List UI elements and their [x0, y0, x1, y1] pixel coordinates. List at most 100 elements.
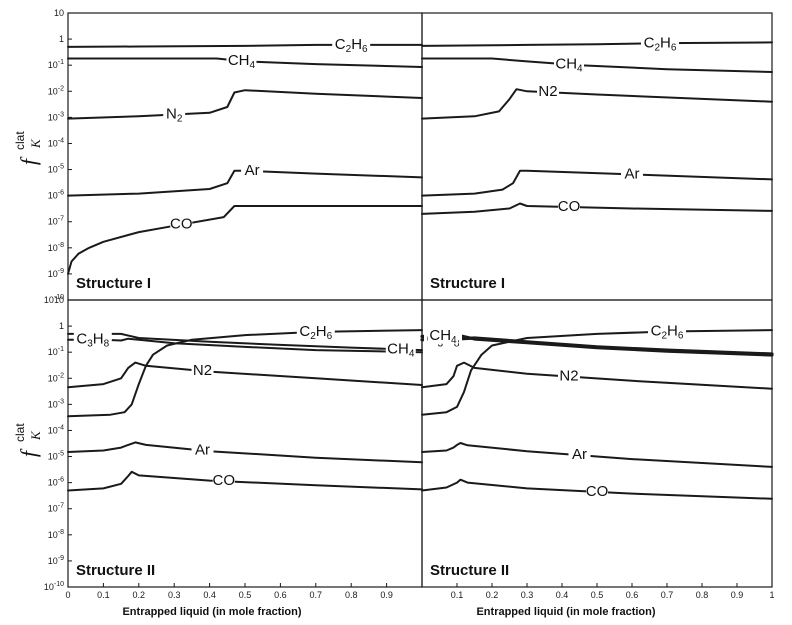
- series-label-bg: [73, 331, 112, 348]
- x-tick-label: 0.8: [345, 590, 358, 600]
- series-label-n2: N2: [538, 83, 557, 100]
- series-label-n2: N2: [559, 367, 578, 384]
- series-label-bg: [296, 323, 335, 340]
- x-tick-label: 0.3: [168, 590, 181, 600]
- series-label-c2h6: C2H6: [299, 323, 332, 342]
- series-label-c3h8: C3H8: [76, 331, 109, 350]
- x-tick-label: 0.2: [486, 590, 499, 600]
- x-tick-label: 0.5: [239, 590, 252, 600]
- y-tick-label: 10-3: [48, 398, 64, 409]
- x-tick-label: 0.5: [591, 590, 604, 600]
- y-tick-label: 10-7: [48, 216, 64, 227]
- series-label-ch4: CH4: [555, 55, 583, 74]
- y-tick-label: 10-10: [44, 294, 64, 305]
- x-tick-label: 0.6: [274, 590, 287, 600]
- series-line-n2: [421, 361, 773, 390]
- x-tick-label: 0.9: [380, 590, 393, 600]
- series-line-c2h6: [421, 41, 773, 47]
- y-label-clat: clat: [13, 423, 27, 442]
- x-tick-label: 0.7: [661, 590, 674, 600]
- series-line-n2: [67, 361, 423, 389]
- series-label-c2h6: C2H6: [651, 322, 684, 341]
- y-tick-label: 10-2: [48, 85, 64, 96]
- series-line-ar: [67, 169, 423, 197]
- x-axis-label-left: Entrapped liquid (in mole fraction): [122, 606, 301, 618]
- panel-title: Structure I: [430, 275, 505, 292]
- y-tick-label: 10: [54, 295, 64, 305]
- series-label-bg: [191, 442, 214, 459]
- y-label-k: K: [28, 138, 43, 149]
- series-label-ar: Ar: [625, 165, 640, 182]
- series-line-n2: [67, 89, 423, 120]
- series-line-ch4: [67, 332, 423, 352]
- y-tick-label: 10-4: [48, 424, 64, 435]
- y-label-clat: clat: [13, 131, 27, 150]
- y-tick-label: 10-9: [48, 268, 64, 279]
- series-line-ch4: [421, 57, 773, 73]
- series-line-c2h6: [421, 329, 773, 416]
- series-label-ch4: CH4: [387, 340, 415, 359]
- y-tick-label: 10: [54, 8, 64, 18]
- x-tick-label: 0.4: [556, 590, 569, 600]
- y-tick-label: 10-1: [48, 59, 64, 70]
- y-tick-label: 10-4: [48, 137, 64, 148]
- y-axis: 10 1 10-1 10-2 10-3 10-4 10-5 10-6 10-7 10-8 10-9 1…: [44, 8, 72, 592]
- y-tick-label: 10-10: [44, 581, 64, 592]
- x-tick-label: 0.7: [310, 590, 323, 600]
- y-tick-label: 1: [59, 321, 64, 331]
- y-label-k: K: [28, 430, 43, 441]
- panel-frame: [421, 299, 773, 588]
- y-tick-label: 10-1: [48, 346, 64, 357]
- x-tick-label: 0.1: [97, 590, 110, 600]
- series-label-bg: [212, 473, 235, 490]
- x-tick-label: 0.3: [521, 590, 534, 600]
- panel-title: Structure II: [76, 562, 155, 579]
- series-label-co: CO: [586, 483, 609, 500]
- y-tick-label: 10-5: [48, 164, 64, 175]
- y-label-f: f: [16, 156, 41, 165]
- series-label-co: CO: [213, 472, 236, 489]
- y-tick-label: 10-8: [48, 242, 64, 253]
- series-label-bg: [558, 368, 580, 385]
- series-line-ch4: [420, 333, 774, 357]
- x-tick-label: 0.2: [133, 590, 146, 600]
- series-label-bg: [621, 166, 643, 183]
- series-line-ar: [421, 169, 773, 197]
- y-tick-label: 10-9: [48, 555, 64, 566]
- series-line-co: [67, 205, 423, 275]
- series-label-c2h6: C2H6: [335, 36, 368, 55]
- series-label-ar: Ar: [195, 441, 210, 458]
- panel-top-left: C2H6 CH4 N2 Ar CO Structure I: [67, 12, 423, 301]
- panel-title: Structure II: [430, 562, 509, 579]
- series-line-co: [67, 470, 423, 492]
- x-tick-label: 0.1: [451, 590, 464, 600]
- series-label-bg: [163, 106, 186, 123]
- series-label-bg: [586, 483, 608, 500]
- panel-bottom-left: 0 0.1 0.2 0.3 0.4 0.5 0.6 0.7 0.8 0.9 C2H6 C3H8 CH4 N…: [65, 299, 423, 600]
- series-line-ar: [67, 441, 423, 464]
- y-tick-label: 10-7: [48, 503, 64, 514]
- x-tick-label: 0: [65, 590, 70, 600]
- panel-frame: [421, 12, 773, 301]
- series-label-bg: [170, 216, 193, 233]
- series-line-n2: [421, 88, 773, 120]
- x-tick-label: 1: [769, 590, 774, 600]
- y-tick-label: 10-3: [48, 111, 64, 122]
- series-label-n2: N2: [193, 362, 212, 379]
- series-label-bg: [385, 341, 416, 358]
- series-label-c2h6: C2H6: [644, 34, 677, 53]
- x-tick-label: 0.9: [731, 590, 744, 600]
- series-label-bg: [428, 327, 458, 344]
- series-label-n2: N2: [166, 105, 183, 124]
- series-label-co: CO: [558, 198, 581, 215]
- series-label-bg: [558, 199, 580, 216]
- series-label-ar: Ar: [572, 446, 587, 463]
- y-tick-label: 1: [59, 34, 64, 44]
- series-label-bg: [332, 36, 371, 53]
- x-tick-label: 0.4: [203, 590, 216, 600]
- series-line-ar: [421, 442, 773, 468]
- x-axis-label-right: Entrapped liquid (in mole fraction): [476, 606, 655, 618]
